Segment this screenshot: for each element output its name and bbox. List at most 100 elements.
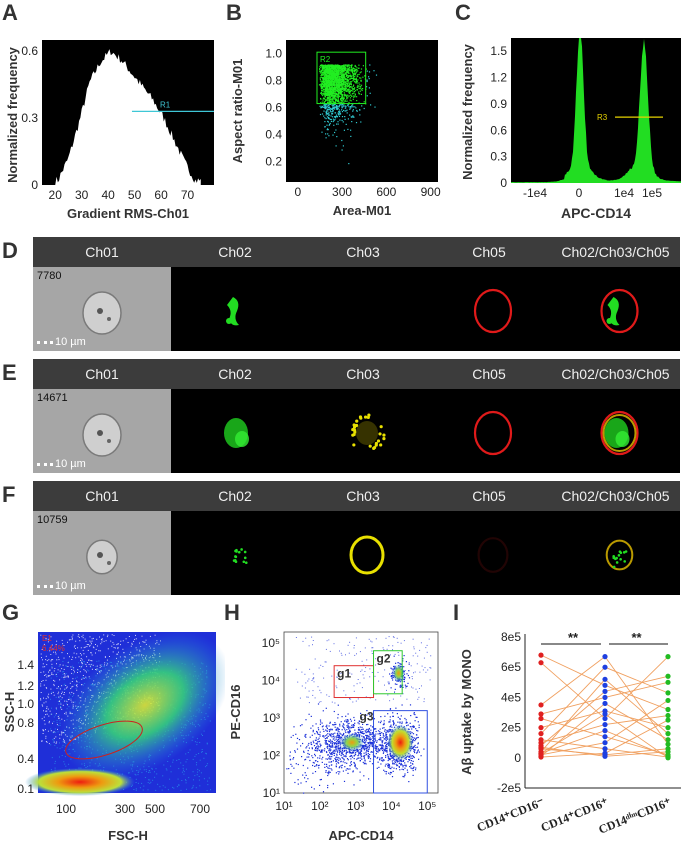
chart-g-point [89,644,91,646]
chart-h-point [330,742,332,744]
chart-b-point [331,98,333,100]
chart-b-point [339,73,341,75]
chart-g-point [67,676,69,678]
cell-id: 14671 [37,392,68,404]
chart-b-point [352,98,354,100]
chart-b-point [338,74,340,77]
chart-h-point [310,741,312,743]
chart-b-point [323,65,325,67]
chart-g-point [64,763,66,765]
chart-b-point [327,104,329,106]
chart-b-ylabel: Aspect ratio-M01 [230,59,245,164]
chart-g-point [201,749,203,750]
chart-b-point [351,95,353,97]
chart-b-point [323,74,325,76]
chart-b-point [331,77,333,79]
chart-b-point [325,92,327,95]
chart-b-point [337,73,339,75]
chart-g-point [40,653,42,655]
chart-b-point [337,76,339,78]
chart-b-point [328,75,330,77]
chart-b-point [340,84,342,86]
chart-b-point [338,78,340,80]
chart-b-point [326,69,328,71]
chart-b-point [321,82,323,84]
chart-b-point [328,97,331,99]
yellow-signal-speck [376,439,381,443]
chart-b-point [327,101,329,104]
chart-g-point [181,780,183,781]
chart-h-point [373,741,375,743]
chart-b-point [356,67,358,69]
chart-b-point [323,92,325,94]
yellow-signal-speck [355,419,359,423]
chart-g-xtick: 100 [56,802,76,816]
chart-b-point [325,133,327,135]
chart-h-point [344,766,346,768]
chart-g-point [42,733,44,734]
chart-b-point [327,105,329,107]
chart-b-point [344,64,346,66]
chart-b-point [343,83,345,85]
brightfield-granule [107,561,111,565]
chart-h-point [348,728,350,730]
chart-b-point [328,68,330,70]
chart-h-point [376,757,378,759]
chart-b-point [348,64,350,66]
chart-b-point [343,97,345,99]
chart-b-point [334,67,336,69]
chart-b-point [351,88,353,90]
chart-h-point [357,755,359,757]
chart-g-point [53,683,55,685]
chart-g-point [84,638,86,640]
chart-h-point [358,720,360,722]
cell-image-ch05 [427,389,551,473]
chart-h-point [322,749,324,751]
chart-g-point [149,770,151,772]
chart-b-point [350,68,352,70]
chart-b-point [327,71,330,73]
chart-g-point [63,761,65,763]
chart-b-point [321,65,323,67]
chart-h-point [386,736,388,738]
chart-b-point [341,91,343,93]
chart-b-point [360,80,362,82]
chart-h-point [382,760,384,762]
chart-b-point [329,83,331,85]
chart-h-point [372,742,374,744]
chart-g-point [82,634,84,636]
chart-h-point [326,743,329,745]
chart-b-point [325,112,327,114]
chart-h-point [361,726,363,728]
chart-b-point [358,82,360,84]
chart-h-point [343,727,345,729]
chart-b-point [341,107,343,109]
chart-g-point [45,737,47,739]
chart-b-point [320,107,322,109]
chart-b-point [325,106,327,108]
panel-label-h: H [224,600,240,625]
chart-g-point [45,655,47,657]
chart-b-point [360,77,362,79]
chart-h-point [336,736,338,738]
chart-g-point [48,693,50,695]
chart-g-point [77,669,79,671]
yellow-signal-speck [351,433,355,437]
chart-b-point [333,66,335,68]
chart-b-point [329,118,331,120]
chart-h-point [375,746,377,748]
cell-id: 10759 [37,514,68,526]
yellow-signal-speck [351,427,355,432]
chart-h-point [328,740,330,742]
chart-h-point [336,732,339,735]
chart-b-point [369,92,371,94]
chart-b-point [333,88,335,90]
chart-g-point [58,659,60,661]
chart-b-point [343,94,346,96]
chart-b-point [341,68,343,70]
chart-g-point [88,659,90,661]
chart-b-point [334,101,337,103]
chart-b-point [331,80,333,82]
